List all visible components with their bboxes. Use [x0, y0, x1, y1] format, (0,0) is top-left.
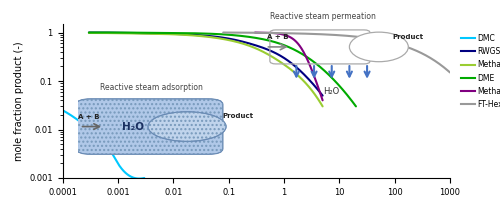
Text: Reactive steam adsorption: Reactive steam adsorption: [100, 83, 202, 92]
FancyBboxPatch shape: [76, 99, 223, 154]
Text: Product: Product: [392, 34, 424, 40]
Circle shape: [148, 112, 226, 141]
Text: Product: Product: [222, 113, 253, 119]
Text: H₂O: H₂O: [324, 87, 340, 96]
Y-axis label: mole fraction product (-): mole fraction product (-): [14, 41, 24, 161]
Circle shape: [350, 32, 408, 62]
Text: A + B: A + B: [267, 34, 288, 40]
Text: Reactive steam permeation: Reactive steam permeation: [270, 12, 376, 21]
Legend: DMC, RWGS, Methanol, DME, Methanation, FT-Hexane: DMC, RWGS, Methanol, DME, Methanation, F…: [458, 31, 500, 112]
Text: H₂O: H₂O: [122, 122, 144, 132]
Text: A + B: A + B: [78, 114, 100, 120]
